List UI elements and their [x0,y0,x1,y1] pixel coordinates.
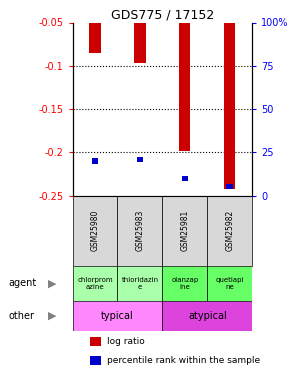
Bar [117,266,162,301]
Bar [226,184,233,189]
Text: ▶: ▶ [48,311,57,321]
Text: GSM25981: GSM25981 [180,210,189,251]
Bar [89,22,101,53]
Text: olanzap
ine: olanzap ine [171,277,198,290]
Bar [162,301,252,331]
Bar [182,176,188,181]
Text: other: other [9,311,35,321]
Text: quetiapi
ne: quetiapi ne [215,277,244,290]
Bar [179,22,191,150]
Bar [207,195,252,266]
Bar [134,22,146,63]
Text: ▶: ▶ [48,278,57,288]
Text: log ratio: log ratio [107,337,144,346]
Text: agent: agent [9,278,37,288]
Bar [162,195,207,266]
Bar [72,266,117,301]
Text: atypical: atypical [188,311,227,321]
Text: GSM25983: GSM25983 [135,210,144,251]
Text: thioridazin
e: thioridazin e [121,277,159,290]
Bar [207,266,252,301]
Bar [92,158,98,164]
Bar [90,337,101,346]
Text: GSM25980: GSM25980 [90,210,99,251]
Text: chlorprom
azine: chlorprom azine [77,277,113,290]
Text: GSM25982: GSM25982 [225,210,234,251]
Bar [224,22,235,189]
Bar [90,356,101,365]
Text: typical: typical [101,311,134,321]
Text: percentile rank within the sample: percentile rank within the sample [107,356,260,365]
Bar [137,157,143,162]
Bar [162,266,207,301]
Bar [117,195,162,266]
Bar [72,195,117,266]
Bar [72,301,162,331]
Title: GDS775 / 17152: GDS775 / 17152 [111,8,214,21]
